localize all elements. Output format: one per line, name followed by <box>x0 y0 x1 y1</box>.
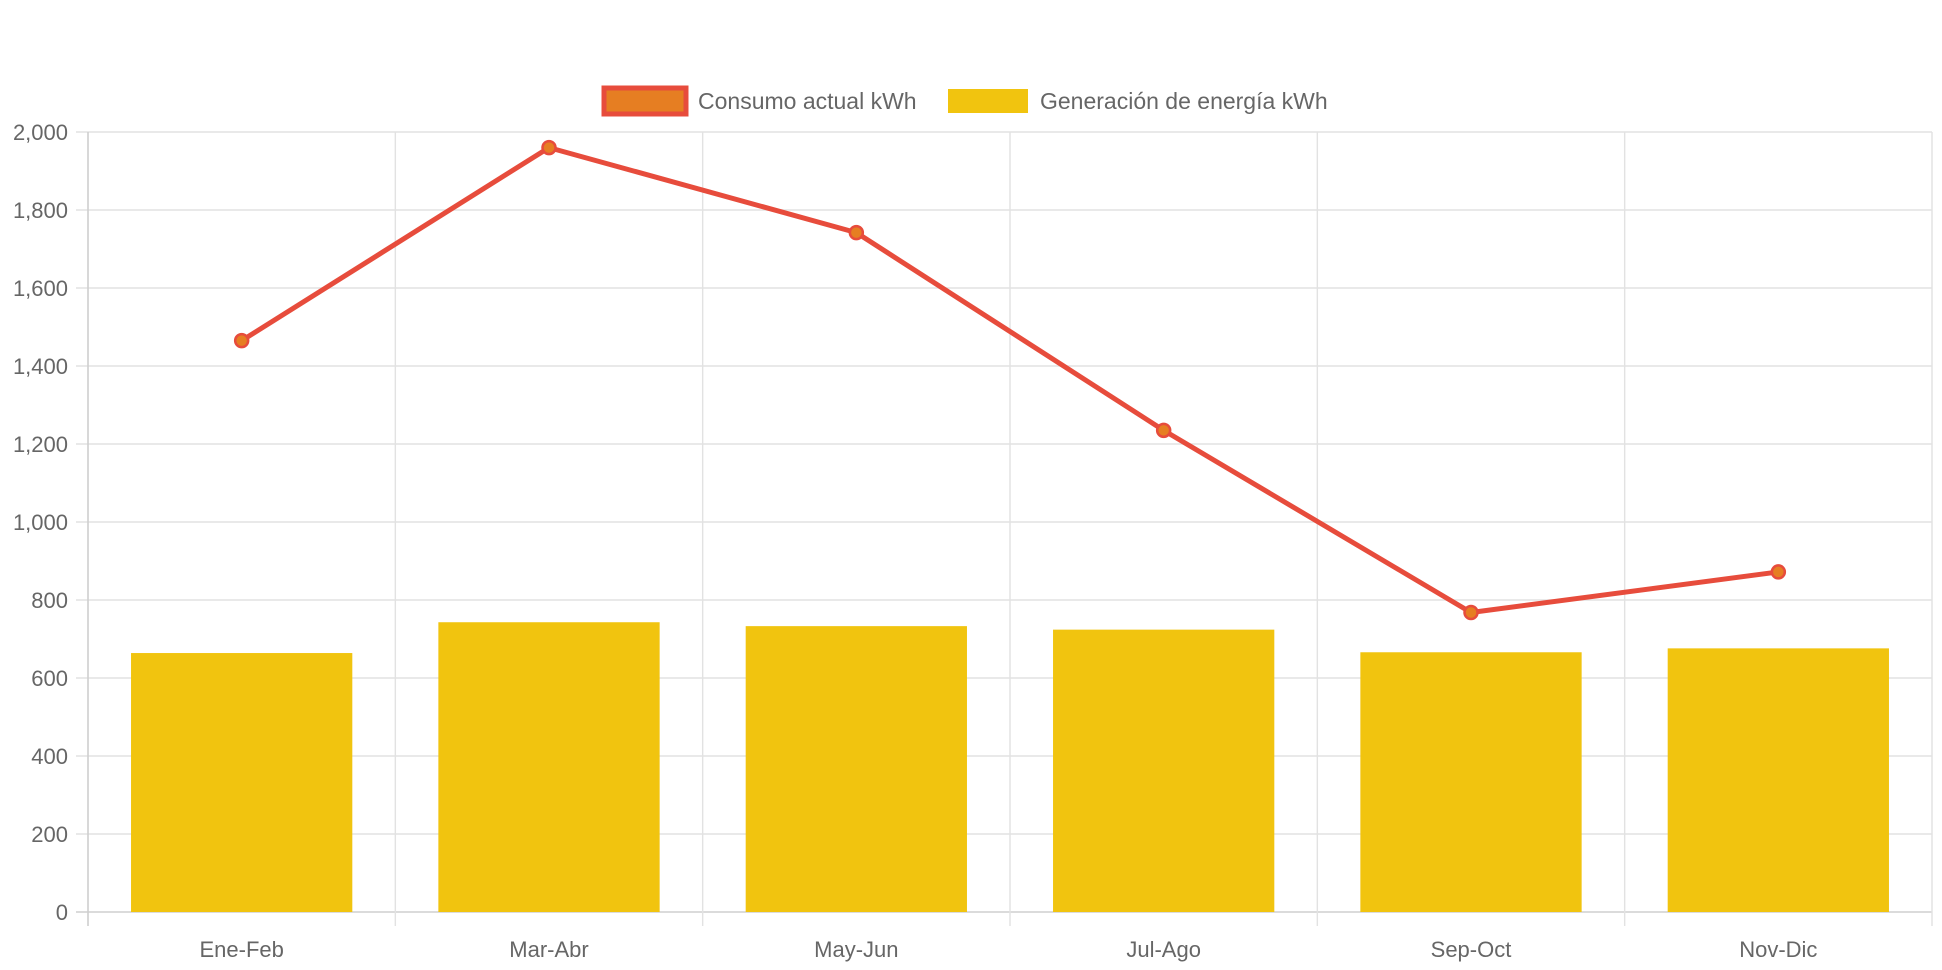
y-tick-label: 0 <box>56 900 68 925</box>
x-tick-label: Sep-Oct <box>1431 937 1512 962</box>
legend-swatch-bar[interactable] <box>948 89 1028 113</box>
y-tick-label: 1,000 <box>13 510 68 535</box>
legend-swatch-line[interactable] <box>601 85 689 117</box>
y-tick-label: 800 <box>31 588 68 613</box>
legend-label-consumo[interactable]: Consumo actual kWh <box>698 88 917 114</box>
line-series <box>233 139 1787 621</box>
series-line <box>239 145 1781 615</box>
y-axis: 0 200 400 600 800 1,000 1,200 1,400 1,600 1,800 2,… <box>13 120 68 925</box>
y-tick-label: 600 <box>31 666 68 691</box>
line-point[interactable] <box>1770 564 1787 580</box>
y-tick-label: 1,200 <box>13 432 68 457</box>
x-tick-label: Jul-Ago <box>1126 937 1201 962</box>
legend[interactable]: Consumo actual kWh Generación de energía … <box>601 85 1328 117</box>
y-tick-label: 1,800 <box>13 198 68 223</box>
line-point[interactable] <box>1155 422 1172 439</box>
y-tick-label: 1,600 <box>13 276 68 301</box>
y-tick-label: 2,000 <box>13 120 68 145</box>
bar[interactable] <box>131 653 353 912</box>
bar[interactable] <box>1667 648 1889 912</box>
y-tick-label: 400 <box>31 744 68 769</box>
y-tick-label: 200 <box>31 822 68 847</box>
y-tick-label: 1,400 <box>13 354 68 379</box>
bar-series <box>131 622 1889 912</box>
x-tick-label: Mar-Abr <box>509 937 588 962</box>
bar[interactable] <box>1053 629 1275 912</box>
bar[interactable] <box>745 626 967 912</box>
line-point[interactable] <box>233 332 250 349</box>
line-point[interactable] <box>848 224 865 241</box>
x-tick-label: May-Jun <box>814 937 898 962</box>
legend-label-generacion[interactable]: Generación de energía kWh <box>1040 88 1328 114</box>
line-point[interactable] <box>541 139 557 156</box>
bar[interactable] <box>1360 652 1582 912</box>
line-point[interactable] <box>1463 604 1479 621</box>
grid <box>76 131 1933 926</box>
x-tick-label: Nov-Dic <box>1739 937 1817 962</box>
bar[interactable] <box>438 622 660 912</box>
x-tick-label: Ene-Feb <box>199 937 283 962</box>
x-axis: Ene-Feb Mar-Abr May-Jun Jul-Ago Sep-Oct Nov-D… <box>199 937 1817 962</box>
